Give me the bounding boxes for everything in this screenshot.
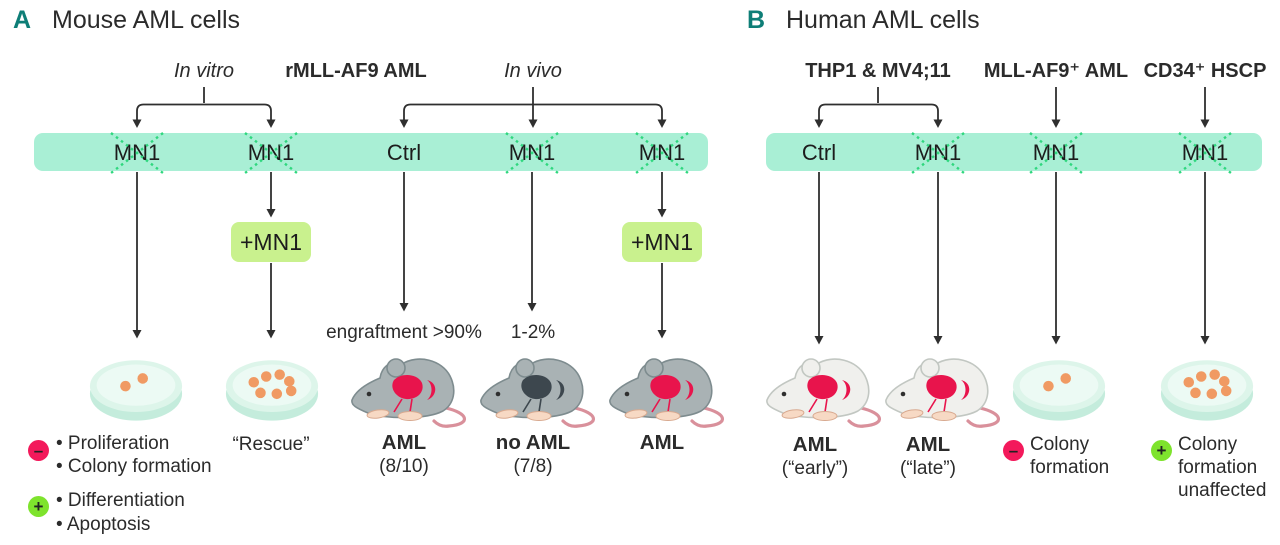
- panel-b-construct-bar: [766, 133, 1262, 171]
- outcome-aml-early: AML: [792, 433, 838, 456]
- mouse-aml-icon: [350, 357, 467, 428]
- header-in-vitro: In vitro: [173, 60, 235, 82]
- arrow-a-col5-bottom: [657, 263, 667, 339]
- engraftment-high-label: engraftment >90%: [326, 322, 482, 343]
- outcome-aml-1: AML: [381, 431, 427, 454]
- arrow-a-col2-top: [266, 172, 276, 218]
- knockout-x-icon: [635, 132, 689, 174]
- mouse-aml-icon: [608, 357, 725, 428]
- legend-proliferation: • Proliferation: [56, 433, 170, 454]
- b-plus-line-1: Colony: [1178, 434, 1238, 455]
- bar-label-a3: Ctrl: [386, 140, 422, 165]
- legend-apoptosis: • Apoptosis: [56, 514, 151, 535]
- header-cd34-hscp: CD34⁺ HSCP: [1143, 60, 1267, 82]
- bracket-thp1: [814, 87, 943, 128]
- petri-dish-dense: [225, 360, 319, 421]
- b-plus-line-2: formation: [1178, 457, 1258, 478]
- minus-icon: –: [1003, 440, 1024, 461]
- header-in-vivo: In vivo: [504, 60, 562, 82]
- arrow-a-col5-top: [657, 172, 667, 218]
- b-plus-line-3: unaffected: [1178, 480, 1267, 501]
- arrow-b-col4: [1200, 172, 1210, 345]
- panel-b-title: Human AML cells: [786, 6, 980, 34]
- panel-a-construct-bar: [34, 133, 708, 171]
- arrow-b-col2: [933, 172, 943, 345]
- arrow-mll-af9: [1051, 87, 1061, 128]
- panel-b-letter: B: [747, 6, 766, 34]
- outcome-aml-late: AML: [905, 433, 951, 456]
- petri-dish-sparse: [89, 360, 183, 421]
- panel-a-letter: A: [13, 6, 32, 34]
- mouse-aml-icon: [884, 357, 1001, 428]
- petri-dish-sparse: [1012, 360, 1106, 421]
- knockout-x-icon: [1178, 132, 1232, 174]
- legend-differentiation: • Differentiation: [56, 490, 185, 511]
- knockout-x-icon: [110, 132, 164, 174]
- mouse-no-aml-icon: [479, 357, 596, 428]
- panel-a-title: Mouse AML cells: [52, 6, 241, 34]
- bracket-in-vivo: [399, 87, 667, 128]
- arrow-a-col1: [132, 172, 142, 339]
- knockout-x-icon: [505, 132, 559, 174]
- arrow-b-col1: [814, 172, 824, 345]
- rescue-label: “Rescue”: [232, 434, 310, 455]
- add-mn1-box-left: +MN1: [231, 222, 311, 262]
- outcome-aml-late-sub: (“late”): [900, 458, 956, 479]
- header-rmll-af9-aml: rMLL-AF9 AML: [285, 60, 427, 82]
- knockout-x-icon: [244, 132, 298, 174]
- mouse-aml-icon: [765, 357, 882, 428]
- header-mll-af9-aml: MLL-AF9⁺ AML: [983, 60, 1129, 82]
- add-mn1-box-right: +MN1: [622, 222, 702, 262]
- knockout-x-icon: [911, 132, 965, 174]
- plus-icon: +: [1151, 440, 1172, 461]
- arrow-b-col3: [1051, 172, 1061, 345]
- engraftment-low-label: 1-2%: [510, 322, 556, 343]
- b-minus-line-1: Colony: [1030, 434, 1090, 455]
- outcome-no-aml-ratio: (7/8): [513, 456, 553, 477]
- knockout-x-icon: [1029, 132, 1083, 174]
- outcome-aml-early-sub: (“early”): [781, 458, 849, 479]
- header-thp1-mv411: THP1 & MV4;11: [805, 60, 951, 82]
- outcome-aml-2: AML: [639, 431, 685, 454]
- arrow-a-col2-bottom: [266, 263, 276, 339]
- arrow-cd34: [1200, 87, 1210, 128]
- legend-colony-formation: • Colony formation: [56, 456, 212, 477]
- minus-icon: –: [28, 440, 49, 461]
- bracket-in-vitro: [132, 87, 276, 128]
- arrow-a-col3: [399, 172, 409, 312]
- b-minus-line-2: formation: [1030, 457, 1110, 478]
- plus-icon: +: [28, 496, 49, 517]
- outcome-no-aml: no AML: [495, 431, 571, 454]
- arrow-a-col4: [527, 172, 537, 312]
- outcome-aml-1-ratio: (8/10): [379, 456, 429, 477]
- bar-label-b1: Ctrl: [801, 140, 837, 165]
- petri-dish-dense: [1160, 360, 1254, 421]
